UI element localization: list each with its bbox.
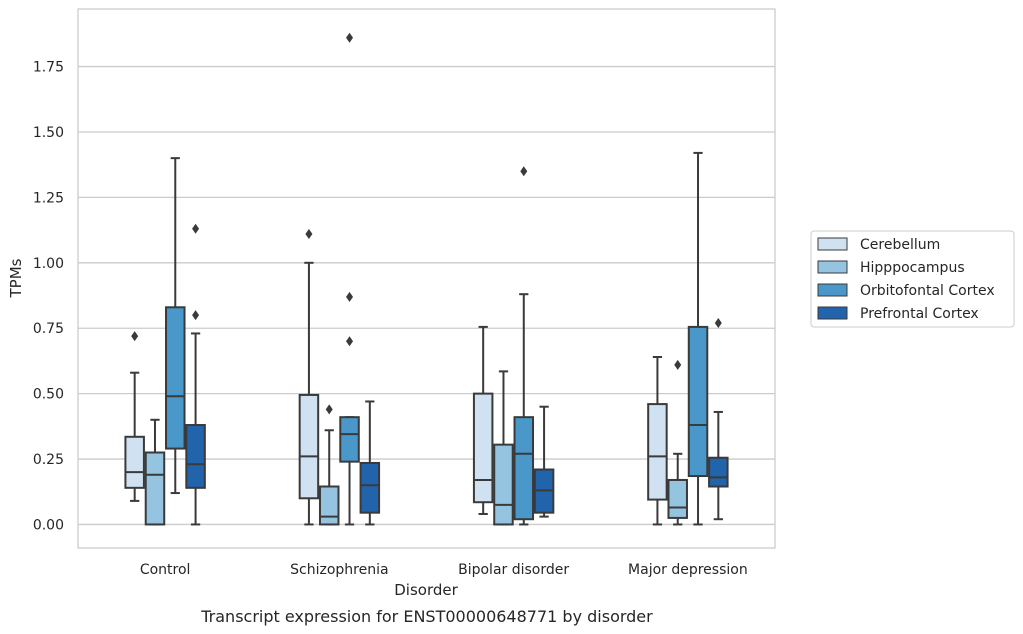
y-tick-label: 1.75: [33, 60, 64, 76]
outlier-point: [346, 336, 354, 347]
outlier-point: [325, 404, 333, 415]
y-tick-label: 0.00: [33, 517, 64, 533]
outlier-point: [346, 32, 354, 43]
y-tick-label: 0.75: [33, 321, 64, 337]
legend: Cerebellum Hipppocampus Orbitofontal Corte…: [810, 230, 1015, 328]
legend-label: Cerebellum: [860, 237, 940, 253]
box: [513, 416, 535, 521]
y-tick-label: 1.00: [33, 256, 64, 272]
box: [185, 424, 206, 489]
outlier-point: [520, 166, 528, 177]
box: [144, 451, 166, 526]
box: [165, 306, 186, 450]
legend-swatch: [817, 237, 848, 251]
series-group: [124, 229, 668, 526]
series-group: [165, 32, 709, 526]
y-tick-label: 0.50: [33, 387, 64, 403]
box: [667, 478, 688, 519]
x-tick-label: Control: [140, 562, 191, 578]
box-series: [124, 32, 729, 526]
legend-swatch: [817, 306, 848, 320]
outlier-point: [192, 310, 200, 321]
x-tick-labels: Control Schizophrenia Bipolar disorder Majo…: [140, 562, 748, 578]
x-tick-label: Bipolar disorder: [458, 562, 569, 578]
box: [124, 435, 145, 489]
plot-area: [77, 8, 776, 549]
box: [359, 461, 381, 514]
legend-label: Prefrontal Cortex: [860, 306, 979, 322]
box: [647, 403, 668, 501]
box: [708, 456, 729, 488]
legend-frame: [810, 230, 1015, 328]
outlier-point: [674, 359, 682, 370]
outlier-point: [346, 291, 354, 302]
outlier-point: [192, 223, 200, 234]
y-tick-label: 1.25: [33, 190, 64, 206]
box: [298, 393, 320, 500]
y-tick-label: 0.25: [33, 452, 64, 468]
figure-caption: Transcript expression for ENST0000064877…: [200, 607, 653, 626]
outlier-point: [131, 331, 139, 342]
y-tick-labels: 0.00 0.25 0.50 0.75 1.00 1.25 1.50 1.75: [33, 60, 64, 534]
box: [318, 485, 340, 526]
legend-label: Hipppocampus: [860, 260, 965, 276]
box: [687, 325, 709, 478]
box: [472, 392, 494, 504]
x-tick-label: Schizophrenia: [290, 562, 388, 578]
x-axis-label: Disorder: [394, 581, 458, 599]
outlier-point: [714, 317, 722, 328]
legend-swatch: [817, 260, 848, 274]
series-group: [185, 223, 729, 526]
y-axis-label: TPMs: [7, 258, 25, 298]
outlier-point: [305, 229, 313, 240]
box: [339, 416, 360, 463]
y-tick-label: 1.50: [33, 125, 64, 141]
legend-swatch: [817, 283, 848, 297]
series-group: [144, 359, 688, 526]
x-tick-label: Major depression: [628, 562, 748, 578]
legend-label: Orbitofontal Cortex: [860, 283, 995, 299]
box: [493, 443, 514, 526]
